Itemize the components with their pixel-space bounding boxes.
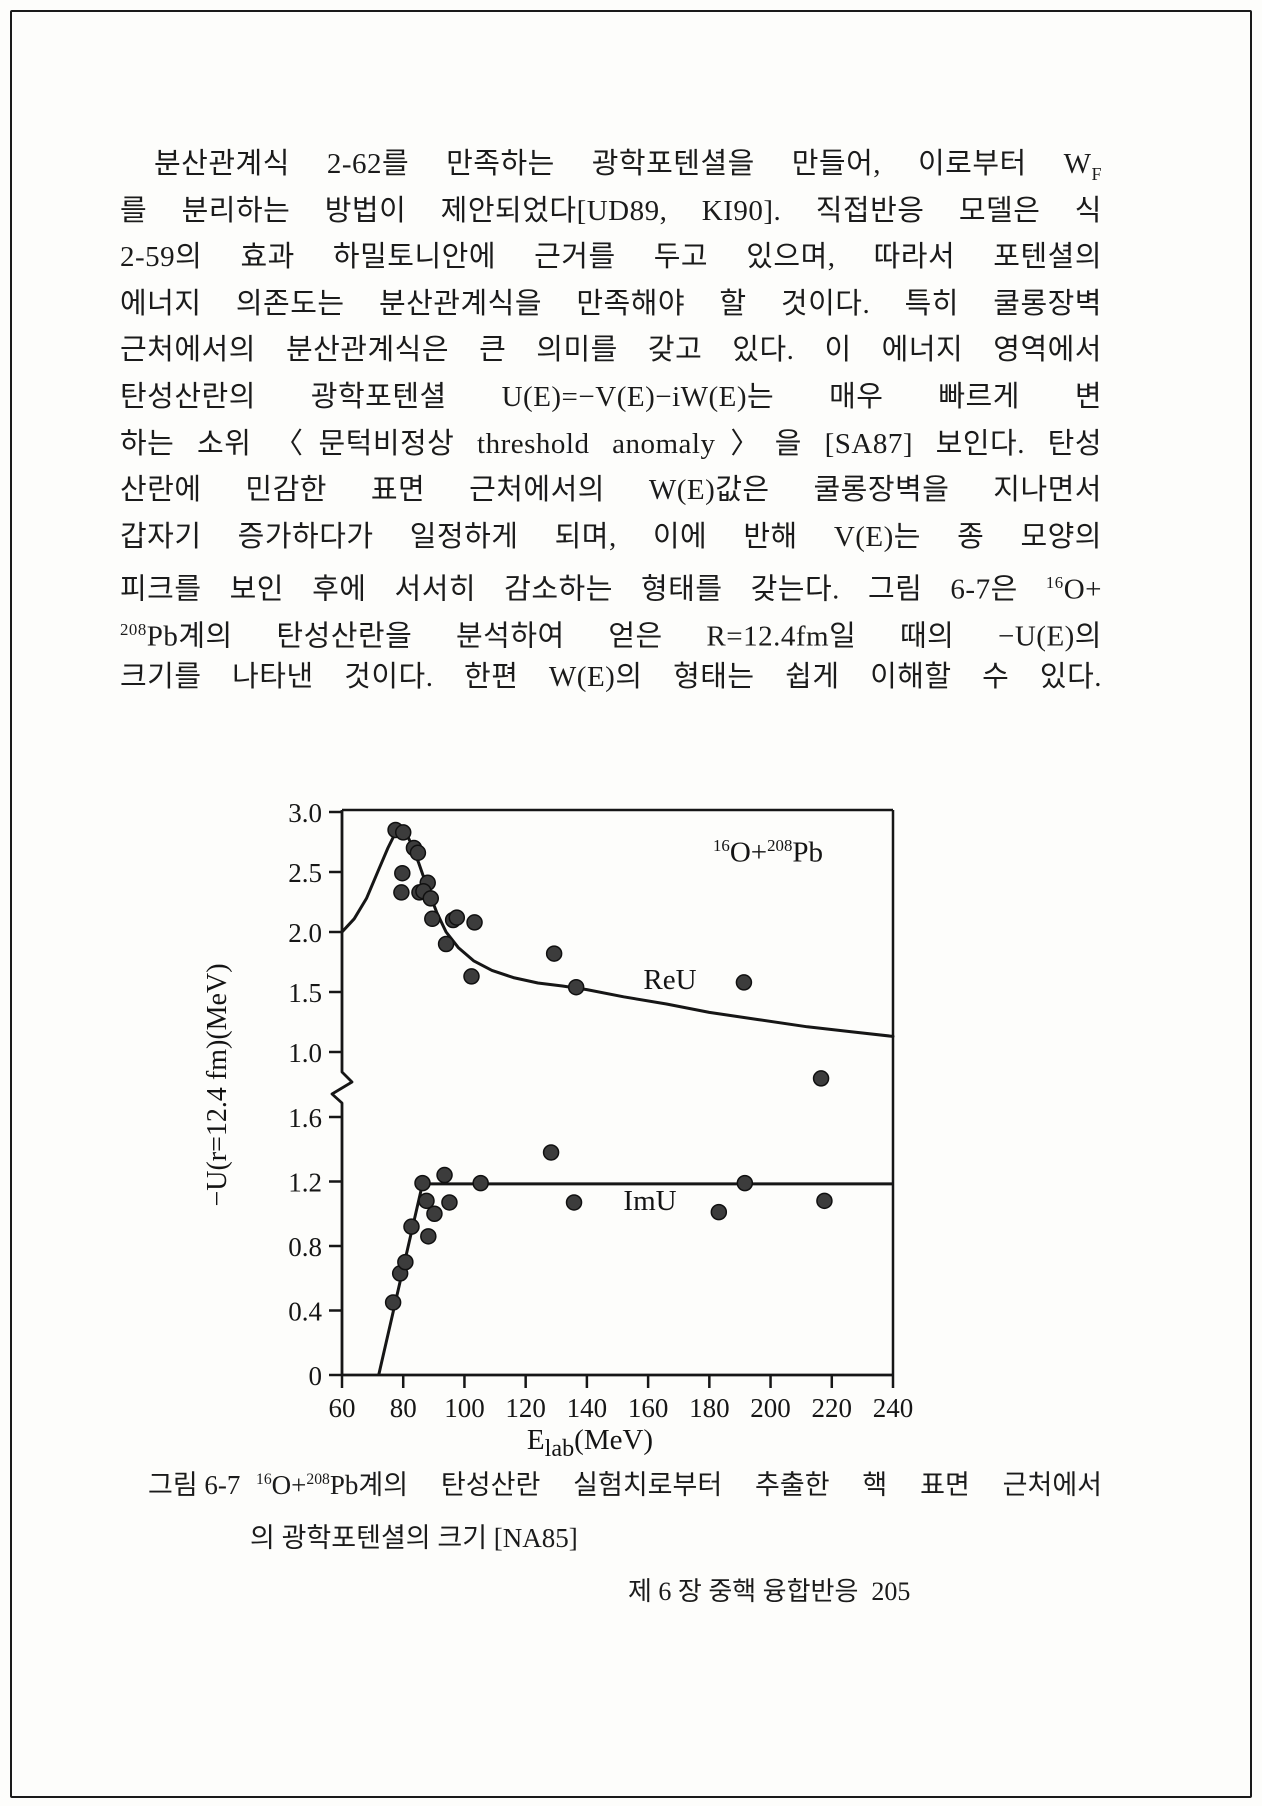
x-tick-label: 220 — [812, 1393, 853, 1423]
paragraph-line: 분산관계식 2-62를 만족하는 광학포텐셜을 만들어, 이로부터 WF — [154, 148, 1102, 184]
imu-data-point — [403, 1218, 420, 1235]
reu-data-point — [463, 968, 480, 985]
x-tick-label: 140 — [567, 1393, 608, 1423]
x-tick-label: 120 — [505, 1393, 546, 1423]
x-tick-label: 100 — [444, 1393, 485, 1423]
paragraph-line: 크기를 나타낸 것이다. 한편 W(E)의 형태는 쉽게 이해할 수 있다. — [120, 660, 1102, 693]
y-tick-label: 1.2 — [288, 1168, 322, 1198]
imu-data-point — [384, 1294, 402, 1311]
x-tick-label: 60 — [329, 1393, 356, 1423]
figure-caption-text: 16O+208Pb계의 탄성산란 실험치로부터 추출한 핵 표면 근처에서 — [256, 1470, 1102, 1500]
y-tick-label: 2.5 — [288, 858, 322, 888]
imu-data-point — [420, 1228, 437, 1245]
paragraph-line: 하는 소위 〈문턱비정상 threshold anomaly〉을 [SA87] … — [120, 427, 1102, 460]
reu-data-point — [545, 945, 563, 962]
x-tick-label: 200 — [750, 1393, 791, 1423]
imu-data-point — [710, 1203, 728, 1221]
reu-data-point — [812, 1070, 830, 1087]
imu-data-point — [816, 1192, 833, 1210]
page-footer: 제 6 장 중핵 융합반응 205 — [628, 1577, 911, 1606]
y-axis-label: −U(r=12.4 fm)(MeV) — [202, 963, 233, 1207]
reu-data-point — [394, 824, 412, 841]
reu-data-point — [466, 914, 483, 931]
imu-data-point — [441, 1194, 458, 1211]
reu-data-point — [437, 935, 455, 953]
imu-series-label: ImU — [623, 1185, 677, 1217]
imu-data-point — [736, 1174, 754, 1192]
paragraph-line: 갑자기 증가하다가 일정하게 되며, 이에 반해 V(E)는 종 모양의 — [120, 520, 1102, 553]
paragraph-line: 피크를 보인 후에 서서히 감소하는 형태를 갖는다. 그림 6-7은 16O+ — [120, 573, 1102, 606]
x-tick-label: 80 — [390, 1393, 417, 1423]
imu-data-point — [436, 1166, 453, 1184]
x-tick-label: 160 — [628, 1393, 669, 1423]
figure-caption-number: 그림 6-7 — [148, 1470, 241, 1500]
paragraph-line: 산란에 민감한 표면 근처에서의 W(E)값은 쿨롱장벽을 지나면서 — [120, 474, 1102, 507]
paragraph-line: 를 분리하는 방법이 제안되었다[UD89, KI90]. 직접반응 모델은 식 — [120, 194, 1102, 227]
y-tick-label: 1.5 — [288, 978, 322, 1008]
y-tick-label: 1.6 — [288, 1103, 322, 1133]
x-tick-label: 180 — [689, 1393, 730, 1423]
figure-caption-text: 의 광학포텐셜의 크기 [NA85] — [250, 1523, 578, 1553]
y-tick-label: 0 — [309, 1361, 323, 1391]
reu-curve — [340, 824, 895, 1038]
body-paragraph: 분산관계식 2-62를 만족하는 광학포텐셜을 만들어, 이로부터 WF 를 분… — [120, 141, 1102, 700]
reu-data-point — [735, 974, 753, 991]
x-axis-label: Elab(MeV) — [526, 1424, 654, 1462]
paragraph-line: 탄성산란의 광학포텐셜 U(E)=−V(E)−iW(E)는 매우 빠르게 변 — [120, 380, 1102, 413]
reu-data-point — [422, 890, 440, 907]
y-tick-label: 2.0 — [288, 918, 322, 948]
y-tick-label: 3.0 — [288, 798, 322, 828]
imu-data-point — [397, 1253, 414, 1271]
reu-data-point — [393, 884, 410, 901]
reu-series-label: ReU — [643, 964, 697, 996]
reu-data-point — [394, 864, 411, 882]
reu-data-point — [448, 909, 466, 926]
reu-data-point — [567, 978, 585, 996]
paragraph-line: 208Pb계의 탄성산란을 분석하여 얻은 R=12.4fm일 때의 −U(E)… — [120, 619, 1102, 653]
paragraph-line: 에너지 의존도는 분산관계식을 만족해야 할 것이다. 특히 쿨롱장벽 — [120, 287, 1102, 320]
y-axis-with-break — [330, 810, 354, 1375]
imu-data-point — [426, 1205, 443, 1222]
chart-system-legend: 16O+208Pb — [713, 836, 823, 869]
imu-data-point — [418, 1192, 435, 1210]
reu-data-point — [409, 844, 427, 862]
imu-data-point — [472, 1174, 489, 1192]
y-tick-label: 0.8 — [288, 1232, 322, 1262]
paragraph-line: 근처에서의 분산관계식은 큰 의미를 갖고 있다. 이 에너지 영역에서 — [120, 334, 1102, 367]
imu-data-point — [542, 1144, 560, 1161]
imu-data-point — [414, 1174, 431, 1192]
x-tick-label: 240 — [873, 1393, 914, 1423]
reu-data-point — [424, 910, 441, 928]
paragraph-line: 2-59의 효과 하밀토니안에 근거를 두고 있으며, 따라서 포텐셜의 — [120, 241, 1102, 274]
y-tick-label: 0.4 — [288, 1297, 322, 1327]
imu-data-point — [565, 1194, 583, 1211]
y-tick-label: 1.0 — [288, 1038, 322, 1068]
